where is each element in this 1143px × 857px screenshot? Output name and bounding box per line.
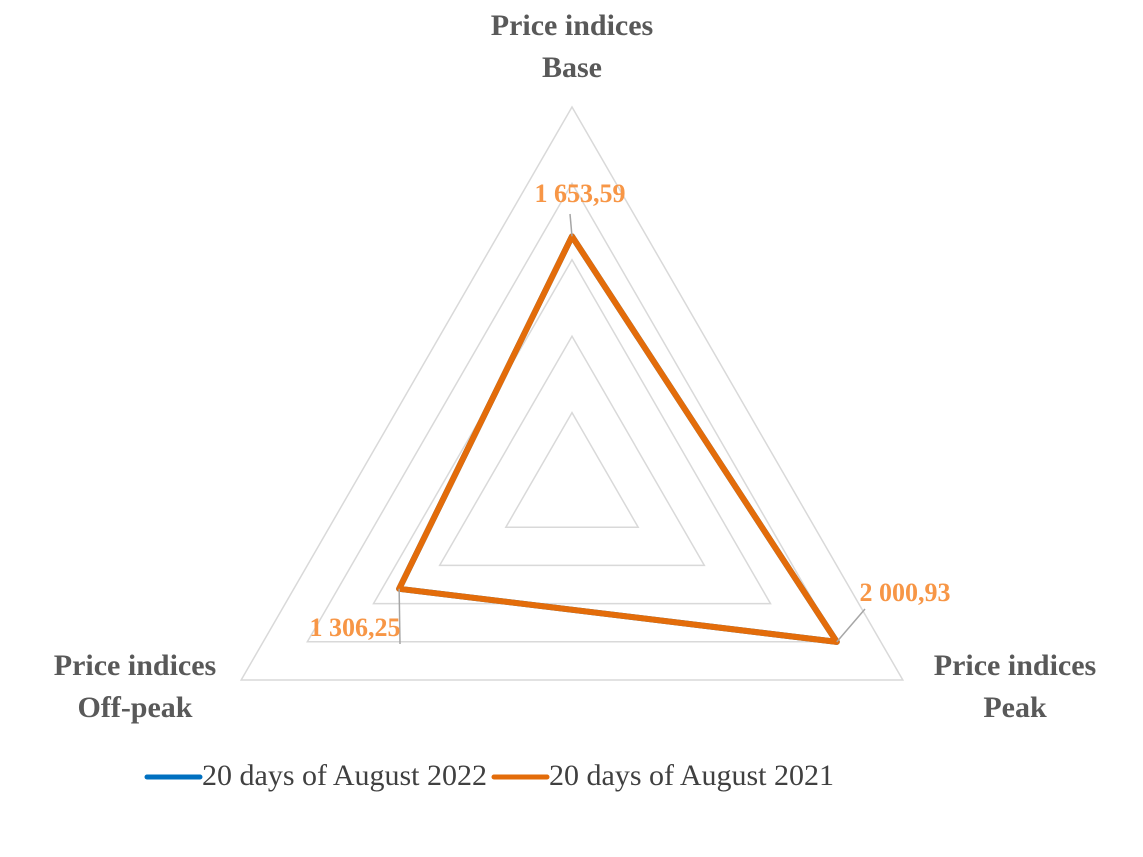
data-label: 1 653,59 [535,179,626,208]
data-label: 2 000,93 [860,578,951,607]
axis-label: Base [542,51,602,84]
grid-ring [504,411,640,528]
axis-label: Price indices [934,649,1096,682]
axis-label: Peak [983,691,1047,724]
legend-label: 20 days of August 2022 [202,759,487,792]
axis-label: Price indices [54,649,216,682]
leader-line [569,213,573,237]
grid-ring [239,105,905,681]
leader-line [398,588,401,645]
series-line [396,233,840,645]
axis-label: Price indices [491,9,653,42]
grid-ring [306,181,838,643]
series-line [396,233,840,645]
grid-ring [372,258,772,605]
axis-label: Off-peak [78,691,193,724]
data-label: 1 306,25 [310,613,401,642]
grid-ring [438,334,706,567]
legend-label: 20 days of August 2021 [549,759,834,792]
leader-line [836,608,866,643]
